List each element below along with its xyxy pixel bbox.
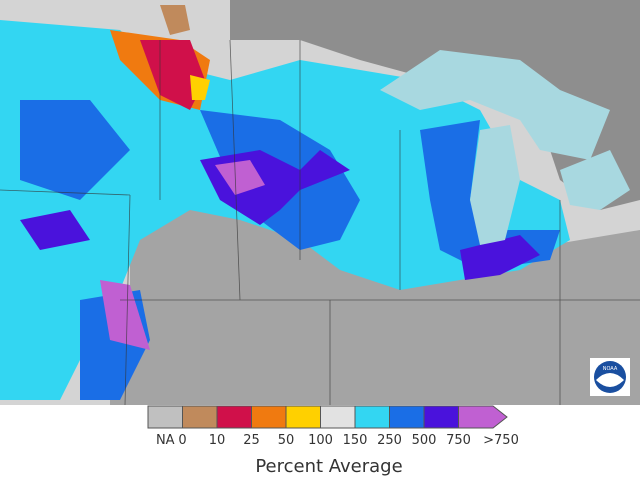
region-violet	[100, 280, 150, 350]
legend-swatch	[458, 405, 508, 429]
legend-swatch	[389, 405, 425, 429]
region-red	[140, 40, 205, 110]
legend-swatch	[216, 405, 252, 429]
legend-label: 100	[308, 433, 333, 448]
map	[0, 0, 640, 406]
region-blue	[420, 120, 560, 270]
region-violet	[215, 160, 265, 195]
legend-label: NA	[156, 433, 175, 448]
logo-text: NOAA	[603, 366, 618, 372]
region-yellow	[190, 75, 210, 100]
state-borders	[0, 39, 640, 406]
legend-title: Percent Average	[255, 456, 402, 477]
legend-label: >750	[483, 433, 519, 448]
legend-swatch	[285, 405, 321, 429]
legend-label: 500	[412, 433, 437, 448]
legend-swatch	[147, 405, 183, 429]
legend-label: 750	[446, 433, 471, 448]
legend-swatch	[354, 405, 390, 429]
legend-label: 0	[178, 433, 186, 448]
canada	[230, 0, 640, 210]
legend-swatch	[251, 405, 287, 429]
legend-label: 10	[209, 433, 226, 448]
lake-michigan	[470, 125, 520, 245]
region-purple	[460, 235, 540, 280]
logo-bird	[596, 373, 624, 387]
region-blue	[20, 100, 130, 200]
legend-label: 250	[377, 433, 402, 448]
legend-label: 25	[243, 433, 260, 448]
legend-swatch	[423, 405, 459, 429]
legend-swatch	[182, 405, 218, 429]
noaa-logo: NOAA	[590, 358, 630, 396]
region-purple	[20, 210, 90, 250]
lake-erie	[560, 150, 630, 210]
region-tan	[160, 5, 190, 35]
legend-swatch	[320, 405, 356, 429]
legend-label: 150	[343, 433, 368, 448]
legend-label: 50	[278, 433, 295, 448]
legend: NA 0 10 25 50 100 150 250 500 750 >750	[147, 405, 519, 448]
lake-superior-huron	[380, 50, 610, 160]
